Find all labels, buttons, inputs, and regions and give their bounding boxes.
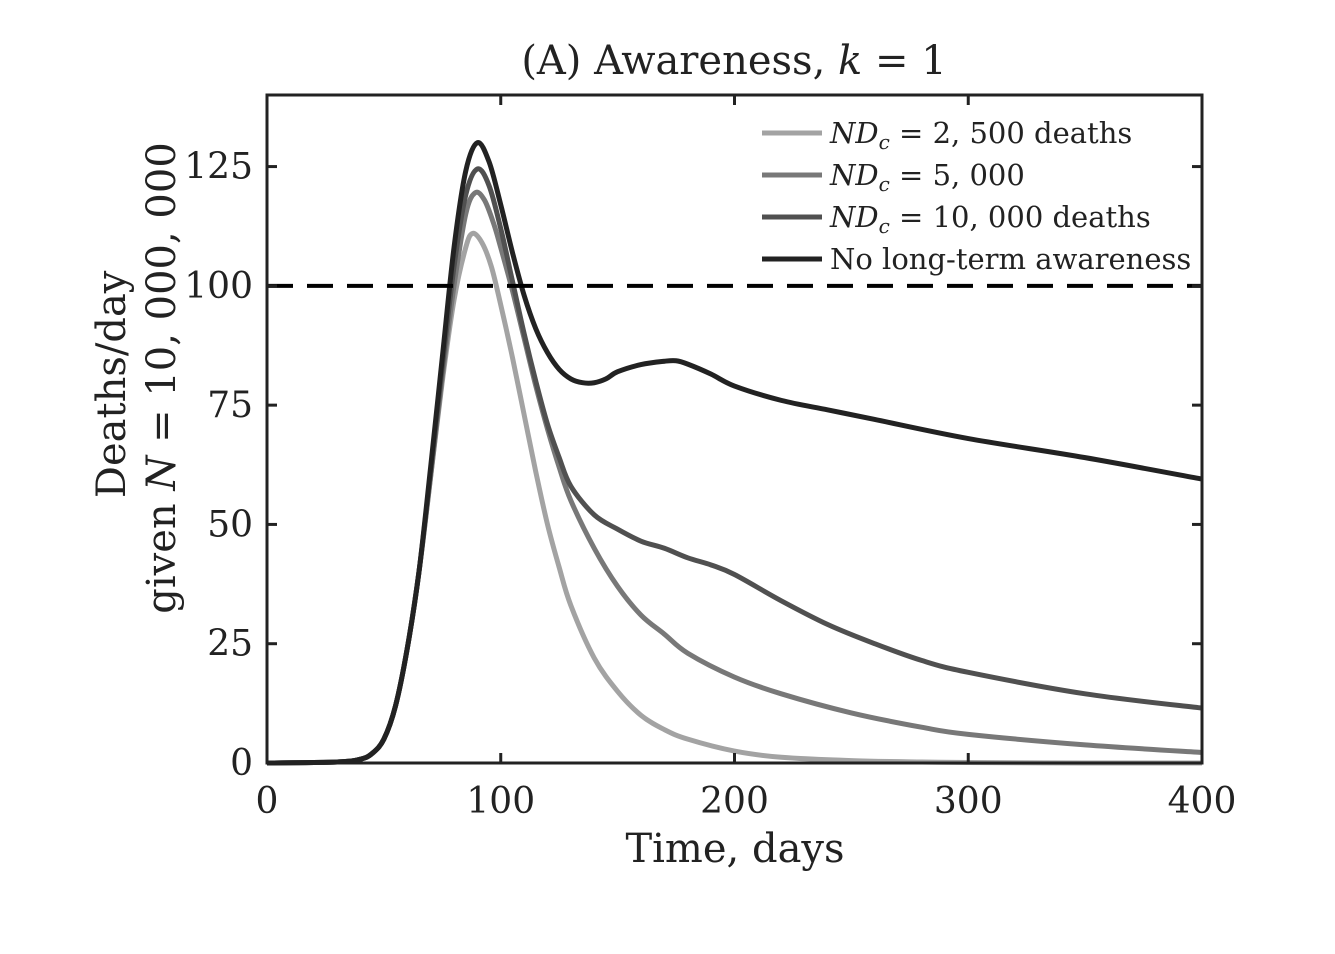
- y-axis-label: Deaths/day given N = 10, 000, 000: [89, 142, 185, 614]
- y-tick-label: 100: [184, 266, 253, 307]
- y-tick-label: 0: [230, 743, 253, 784]
- y-tick-label: 50: [207, 504, 253, 545]
- x-tick-label: 100: [466, 781, 535, 822]
- x-tick-label: 200: [700, 781, 769, 822]
- x-tick-label: 300: [934, 781, 1003, 822]
- y-axis-label-line1: Deaths/day: [89, 270, 135, 498]
- series-line-4: [266, 140, 1203, 766]
- legend-label-1: NDc = 2, 500 deaths: [829, 116, 1132, 154]
- y-axis-label-line2: given N = 10, 000, 000: [139, 142, 185, 614]
- legend: NDc = 2, 500 deaths NDc = 5, 000 NDc = 10,…: [762, 116, 1191, 276]
- plot-area: 0 100 200 300 400 0 25 50 75 100 125: [184, 93, 1236, 822]
- plot-frame: [265, 93, 1204, 765]
- x-axis-label: Time, days: [625, 826, 844, 872]
- chart-title: (A) Awareness, k = 1: [521, 38, 946, 84]
- tick-layer: 0 100 200 300 400 0 25 50 75 100 125: [184, 95, 1236, 822]
- x-tick-label: 400: [1168, 781, 1237, 822]
- y-tick-label: 75: [207, 385, 253, 426]
- legend-label-4: No long-term awareness: [830, 242, 1191, 276]
- y-tick-label: 125: [184, 147, 253, 188]
- legend-label-2: NDc = 5, 000: [829, 158, 1025, 196]
- x-tick-label: 0: [256, 781, 279, 822]
- y-tick-label: 25: [207, 624, 253, 665]
- series-layer: [266, 140, 1203, 766]
- legend-label-3: NDc = 10, 000 deaths: [829, 200, 1151, 238]
